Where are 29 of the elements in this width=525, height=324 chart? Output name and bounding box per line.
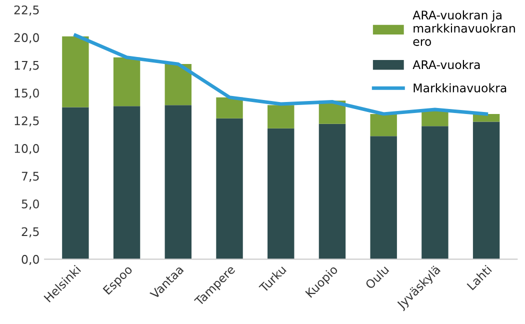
y-tick-label: 10,0 [14, 144, 39, 154]
y-tick-label: 22,5 [14, 5, 39, 16]
y-tick-label: 12,5 [14, 116, 39, 126]
y-tick-label: 2,5 [22, 227, 39, 238]
bar [62, 36, 89, 108]
bar [113, 57, 140, 106]
legend-label: ARA-vuokran ja markkinavuokran ero [412, 10, 515, 46]
y-tick-label: 20,0 [14, 33, 39, 44]
bar [472, 122, 500, 260]
bar [164, 105, 192, 260]
y-tick-label: 0,0 [22, 254, 39, 266]
bar [268, 128, 294, 260]
bar [370, 114, 397, 136]
bar [422, 126, 448, 260]
y-tick-label: 17,5 [14, 61, 39, 72]
bar [216, 118, 243, 260]
bar [113, 106, 140, 260]
y-tick-label: 5,0 [22, 199, 39, 210]
bar [62, 107, 89, 260]
bar [318, 124, 346, 260]
y-tick-label: 15,0 [14, 88, 39, 99]
bar [422, 110, 448, 126]
bar [164, 64, 192, 106]
legend-label: Markkinavuokra [414, 83, 506, 92]
y-tick-label: 7,5 [22, 172, 39, 182]
bar [216, 97, 243, 118]
bar [268, 105, 294, 128]
bar [370, 136, 397, 260]
legend-label: ARA-vuokra [412, 60, 480, 70]
